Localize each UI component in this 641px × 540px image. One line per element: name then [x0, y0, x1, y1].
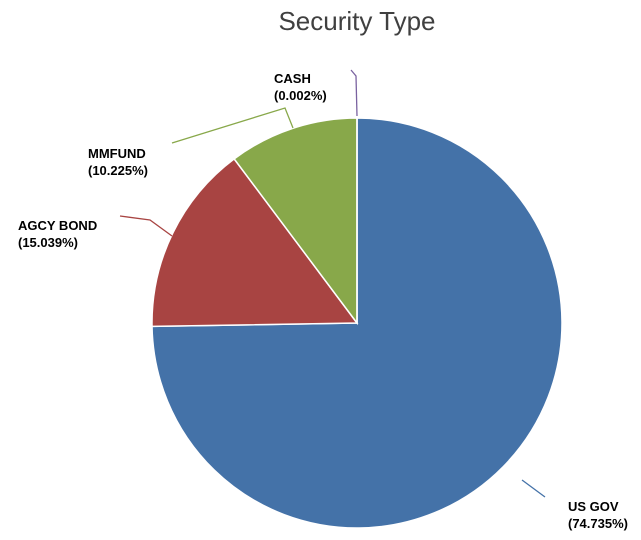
data-label-cash: CASH (0.002%) — [274, 71, 327, 103]
data-label-name: AGCY BOND — [18, 218, 97, 233]
data-label-percent: (10.225%) — [88, 163, 148, 178]
pie-slice-mmfund — [233, 117, 358, 326]
leader-line-cash — [350, 69, 358, 117]
data-label-percent: (15.039%) — [18, 235, 78, 250]
leader-line-agcy-bond — [119, 215, 173, 237]
pie-slices — [151, 117, 563, 529]
data-label-name: US GOV — [568, 499, 619, 514]
leader-line-mmfund — [171, 107, 294, 144]
chart-title: Security Type — [278, 6, 435, 36]
data-label-name: CASH — [274, 71, 311, 86]
data-label-percent: (74.735%) — [568, 516, 628, 531]
data-label-name: MMFUND — [88, 146, 146, 161]
leader-line-us-gov — [521, 479, 546, 498]
data-label-percent: (0.002%) — [274, 88, 327, 103]
leader-lines — [119, 69, 546, 498]
data-labels: US GOV (74.735%) AGCY BOND (15.039%) MMFUND (… — [18, 71, 628, 531]
data-label-us-gov: US GOV (74.735%) — [568, 499, 628, 531]
data-label-mmfund: MMFUND (10.225%) — [88, 146, 148, 178]
data-label-agcy-bond: AGCY BOND (15.039%) — [18, 218, 97, 250]
pie-slice-agcy-bond — [151, 157, 359, 328]
